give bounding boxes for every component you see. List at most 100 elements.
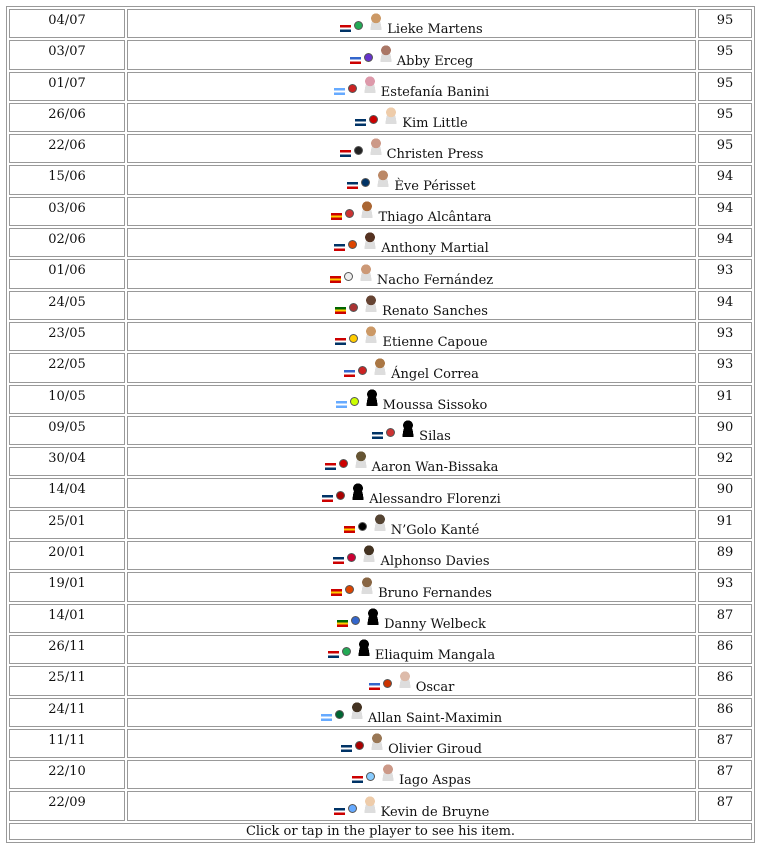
player-name[interactable]: Alphonso Davies <box>380 554 490 570</box>
table-row: 09/05 Silas 90 <box>9 415 752 446</box>
player-name[interactable]: Renato Sanches <box>382 303 488 319</box>
player-icons <box>352 763 395 788</box>
club-badge <box>382 678 392 688</box>
player-cell[interactable]: Allan Saint-Maximin <box>127 697 696 727</box>
player-avatar <box>376 168 391 187</box>
player-name[interactable]: Kim Little <box>402 116 468 132</box>
player-cell[interactable]: Iago Aspas <box>127 760 696 790</box>
date-cell: 19/01 <box>9 572 125 602</box>
player-cell[interactable]: Renato Sanches <box>127 290 696 320</box>
player-name[interactable]: Bruno Fernandes <box>378 585 492 601</box>
club-badge <box>341 647 351 657</box>
player-cell[interactable]: Alessandro Florenzi <box>127 478 696 508</box>
rating-cell: 95 <box>698 71 752 101</box>
date-cell: 22/09 <box>9 791 125 821</box>
club-badge <box>361 177 371 187</box>
flag-icon <box>337 619 349 627</box>
date-cell: 01/07 <box>9 71 125 101</box>
player-icons <box>333 544 377 569</box>
player-cell[interactable]: Moussa Sissoko <box>127 384 696 414</box>
player-icons <box>335 293 379 319</box>
player-avatar <box>362 74 377 93</box>
player-cell[interactable]: Kim Little <box>127 102 696 133</box>
player-cell[interactable]: Lieke Martens <box>127 9 696 39</box>
player-cell[interactable]: Nacho Fernández <box>127 259 696 289</box>
player-cell[interactable]: Olivier Giroud <box>127 728 696 759</box>
player-cell[interactable]: Estefanía Banini <box>127 71 696 101</box>
player-cell[interactable]: Bruno Fernandes <box>127 572 696 602</box>
date-cell: 09/05 <box>9 415 125 446</box>
player-cell[interactable]: Thiago Alcântara <box>127 196 696 227</box>
club-badge <box>357 522 367 532</box>
table-row: 04/07 Lieke Martens 95 <box>9 9 752 39</box>
rating-cell: 94 <box>698 290 752 320</box>
player-name[interactable]: N’Golo Kanté <box>390 523 480 539</box>
flag-icon <box>339 150 351 158</box>
player-cell[interactable]: Silas <box>127 415 696 446</box>
player-name[interactable]: Ángel Correa <box>391 366 479 382</box>
flag-icon <box>335 306 347 314</box>
table-row: 01/07 Estefanía Banini 95 <box>9 71 752 101</box>
club-badge <box>369 115 379 125</box>
player-name[interactable]: Iago Aspas <box>399 773 471 789</box>
player-cell[interactable]: Ève Périsset <box>127 165 696 195</box>
player-cell[interactable]: Abby Erceg <box>127 40 696 70</box>
table-row: 02/06 Anthony Martial 94 <box>9 228 752 258</box>
player-cell[interactable]: Danny Welbeck <box>127 603 696 633</box>
rating-cell: 90 <box>698 415 752 446</box>
flag-icon <box>322 494 334 502</box>
table-row: 26/11 Eliaquim Mangala 86 <box>9 634 752 665</box>
flag-icon <box>329 275 341 283</box>
date-cell: 02/06 <box>9 228 125 258</box>
date-cell: 14/01 <box>9 603 125 633</box>
player-icons <box>329 262 373 288</box>
player-avatar <box>381 763 395 782</box>
player-name[interactable]: Christen Press <box>386 147 484 163</box>
player-name[interactable]: Danny Welbeck <box>384 616 486 632</box>
rating-cell: 87 <box>698 760 752 790</box>
player-name[interactable]: Anthony Martial <box>381 241 489 257</box>
player-name[interactable]: Moussa Sissoko <box>382 397 488 413</box>
player-icons <box>347 168 391 194</box>
table-row: 24/11 Allan Saint-Maximin 86 <box>9 697 752 727</box>
player-name[interactable]: Aaron Wan-Bissaka <box>371 460 499 476</box>
player-cell[interactable]: Anthony Martial <box>127 228 696 258</box>
rating-cell: 86 <box>698 666 752 696</box>
player-cell[interactable]: Aaron Wan-Bissaka <box>127 447 696 477</box>
rating-cell: 93 <box>698 572 752 602</box>
player-name[interactable]: Kevin de Bruyne <box>380 804 490 820</box>
table-row: 19/01 Bruno Fernandes 93 <box>9 572 752 602</box>
date-cell: 14/04 <box>9 478 125 508</box>
player-name[interactable]: Alessandro Florenzi <box>369 491 501 507</box>
rating-cell: 93 <box>698 259 752 289</box>
date-cell: 01/06 <box>9 259 125 289</box>
player-name[interactable]: Oscar <box>415 679 455 695</box>
player-avatar <box>351 481 366 500</box>
player-name[interactable]: Abby Erceg <box>396 53 474 69</box>
player-cell[interactable]: Christen Press <box>127 134 696 164</box>
player-name[interactable]: Thiago Alcântara <box>378 210 492 226</box>
player-cell[interactable]: N’Golo Kanté <box>127 509 696 540</box>
table-row: 03/06 Thiago Alcântara 94 <box>9 196 752 227</box>
player-cell[interactable]: Oscar <box>127 666 696 696</box>
player-name[interactable]: Lieke Martens <box>387 22 483 38</box>
flag-icon <box>343 526 355 534</box>
player-name[interactable]: Estefanía Banini <box>380 84 490 100</box>
player-avatar <box>362 794 377 813</box>
player-name[interactable]: Eliaquim Mangala <box>374 648 496 664</box>
player-avatar <box>401 419 416 438</box>
player-name[interactable]: Silas <box>419 429 451 445</box>
player-cell[interactable]: Alphonso Davies <box>127 541 696 571</box>
table-row: 03/07 Abby Erceg 95 <box>9 40 752 70</box>
player-cell[interactable]: Etienne Capoue <box>127 321 696 352</box>
player-name[interactable]: Etienne Capoue <box>382 335 488 351</box>
club-badge <box>348 240 358 250</box>
player-cell[interactable]: Ángel Correa <box>127 353 696 383</box>
table-row: 22/06 Christen Press 95 <box>9 134 752 164</box>
player-name[interactable]: Olivier Giroud <box>388 742 482 758</box>
player-name[interactable]: Nacho Fernández <box>376 272 494 288</box>
player-name[interactable]: Ève Périsset <box>394 178 476 194</box>
player-cell[interactable]: Kevin de Bruyne <box>127 791 696 821</box>
player-cell[interactable]: Eliaquim Mangala <box>127 634 696 665</box>
player-name[interactable]: Allan Saint-Maximin <box>367 710 503 726</box>
